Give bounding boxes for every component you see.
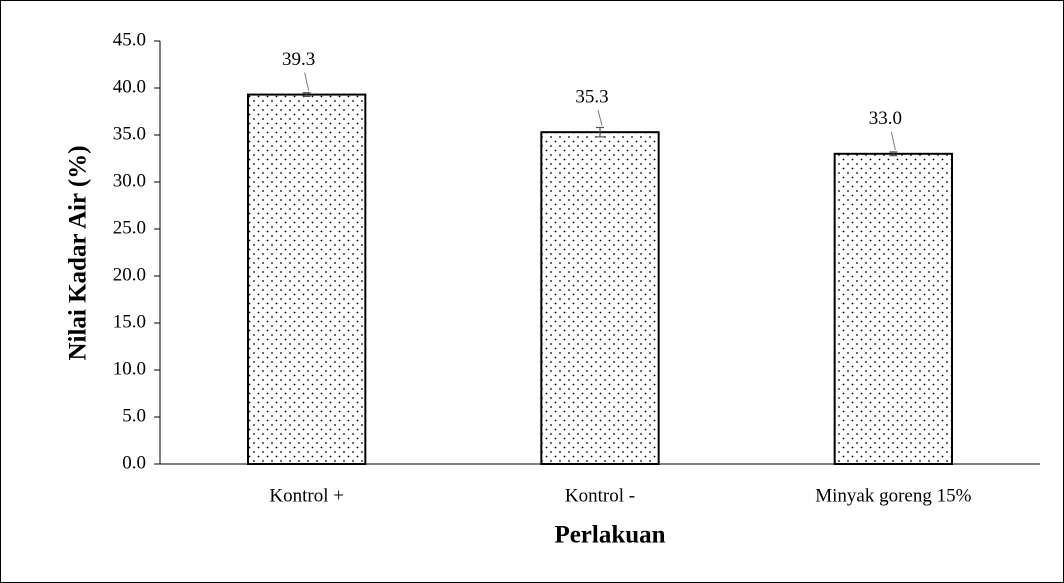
y-tick-label: 20.0	[113, 264, 146, 285]
error-bar	[302, 92, 311, 98]
bar	[247, 93, 367, 466]
x-tick-label: Kontrol -	[565, 485, 635, 506]
label-leader	[597, 110, 603, 126]
label-leader	[304, 72, 310, 91]
data-label: 33.0	[869, 108, 902, 129]
y-tick-label: 5.0	[122, 405, 146, 426]
y-tick-label: 15.0	[113, 311, 146, 332]
bar	[833, 152, 954, 466]
error-bar	[889, 151, 898, 157]
y-tick-label: 0.0	[122, 452, 146, 473]
y-tick-label: 35.0	[113, 123, 146, 144]
y-tick-label: 40.0	[113, 76, 146, 97]
y-axis-title: Nilai Kadar Air (%)	[65, 145, 92, 360]
y-tick-label: 45.0	[113, 29, 146, 50]
error-bar	[596, 126, 604, 138]
label-leader	[890, 131, 896, 151]
y-tick-label: 10.0	[113, 358, 146, 379]
x-axis-title: Perlakuan	[554, 522, 665, 549]
y-tick-label: 25.0	[113, 217, 146, 238]
x-tick-label: Kontrol +	[269, 485, 344, 506]
y-tick-label: 30.0	[113, 170, 146, 191]
x-tick-label: Minyak goreng 15%	[815, 485, 971, 506]
data-label: 39.3	[282, 49, 315, 70]
bar	[540, 131, 660, 465]
data-label: 35.3	[575, 87, 608, 108]
